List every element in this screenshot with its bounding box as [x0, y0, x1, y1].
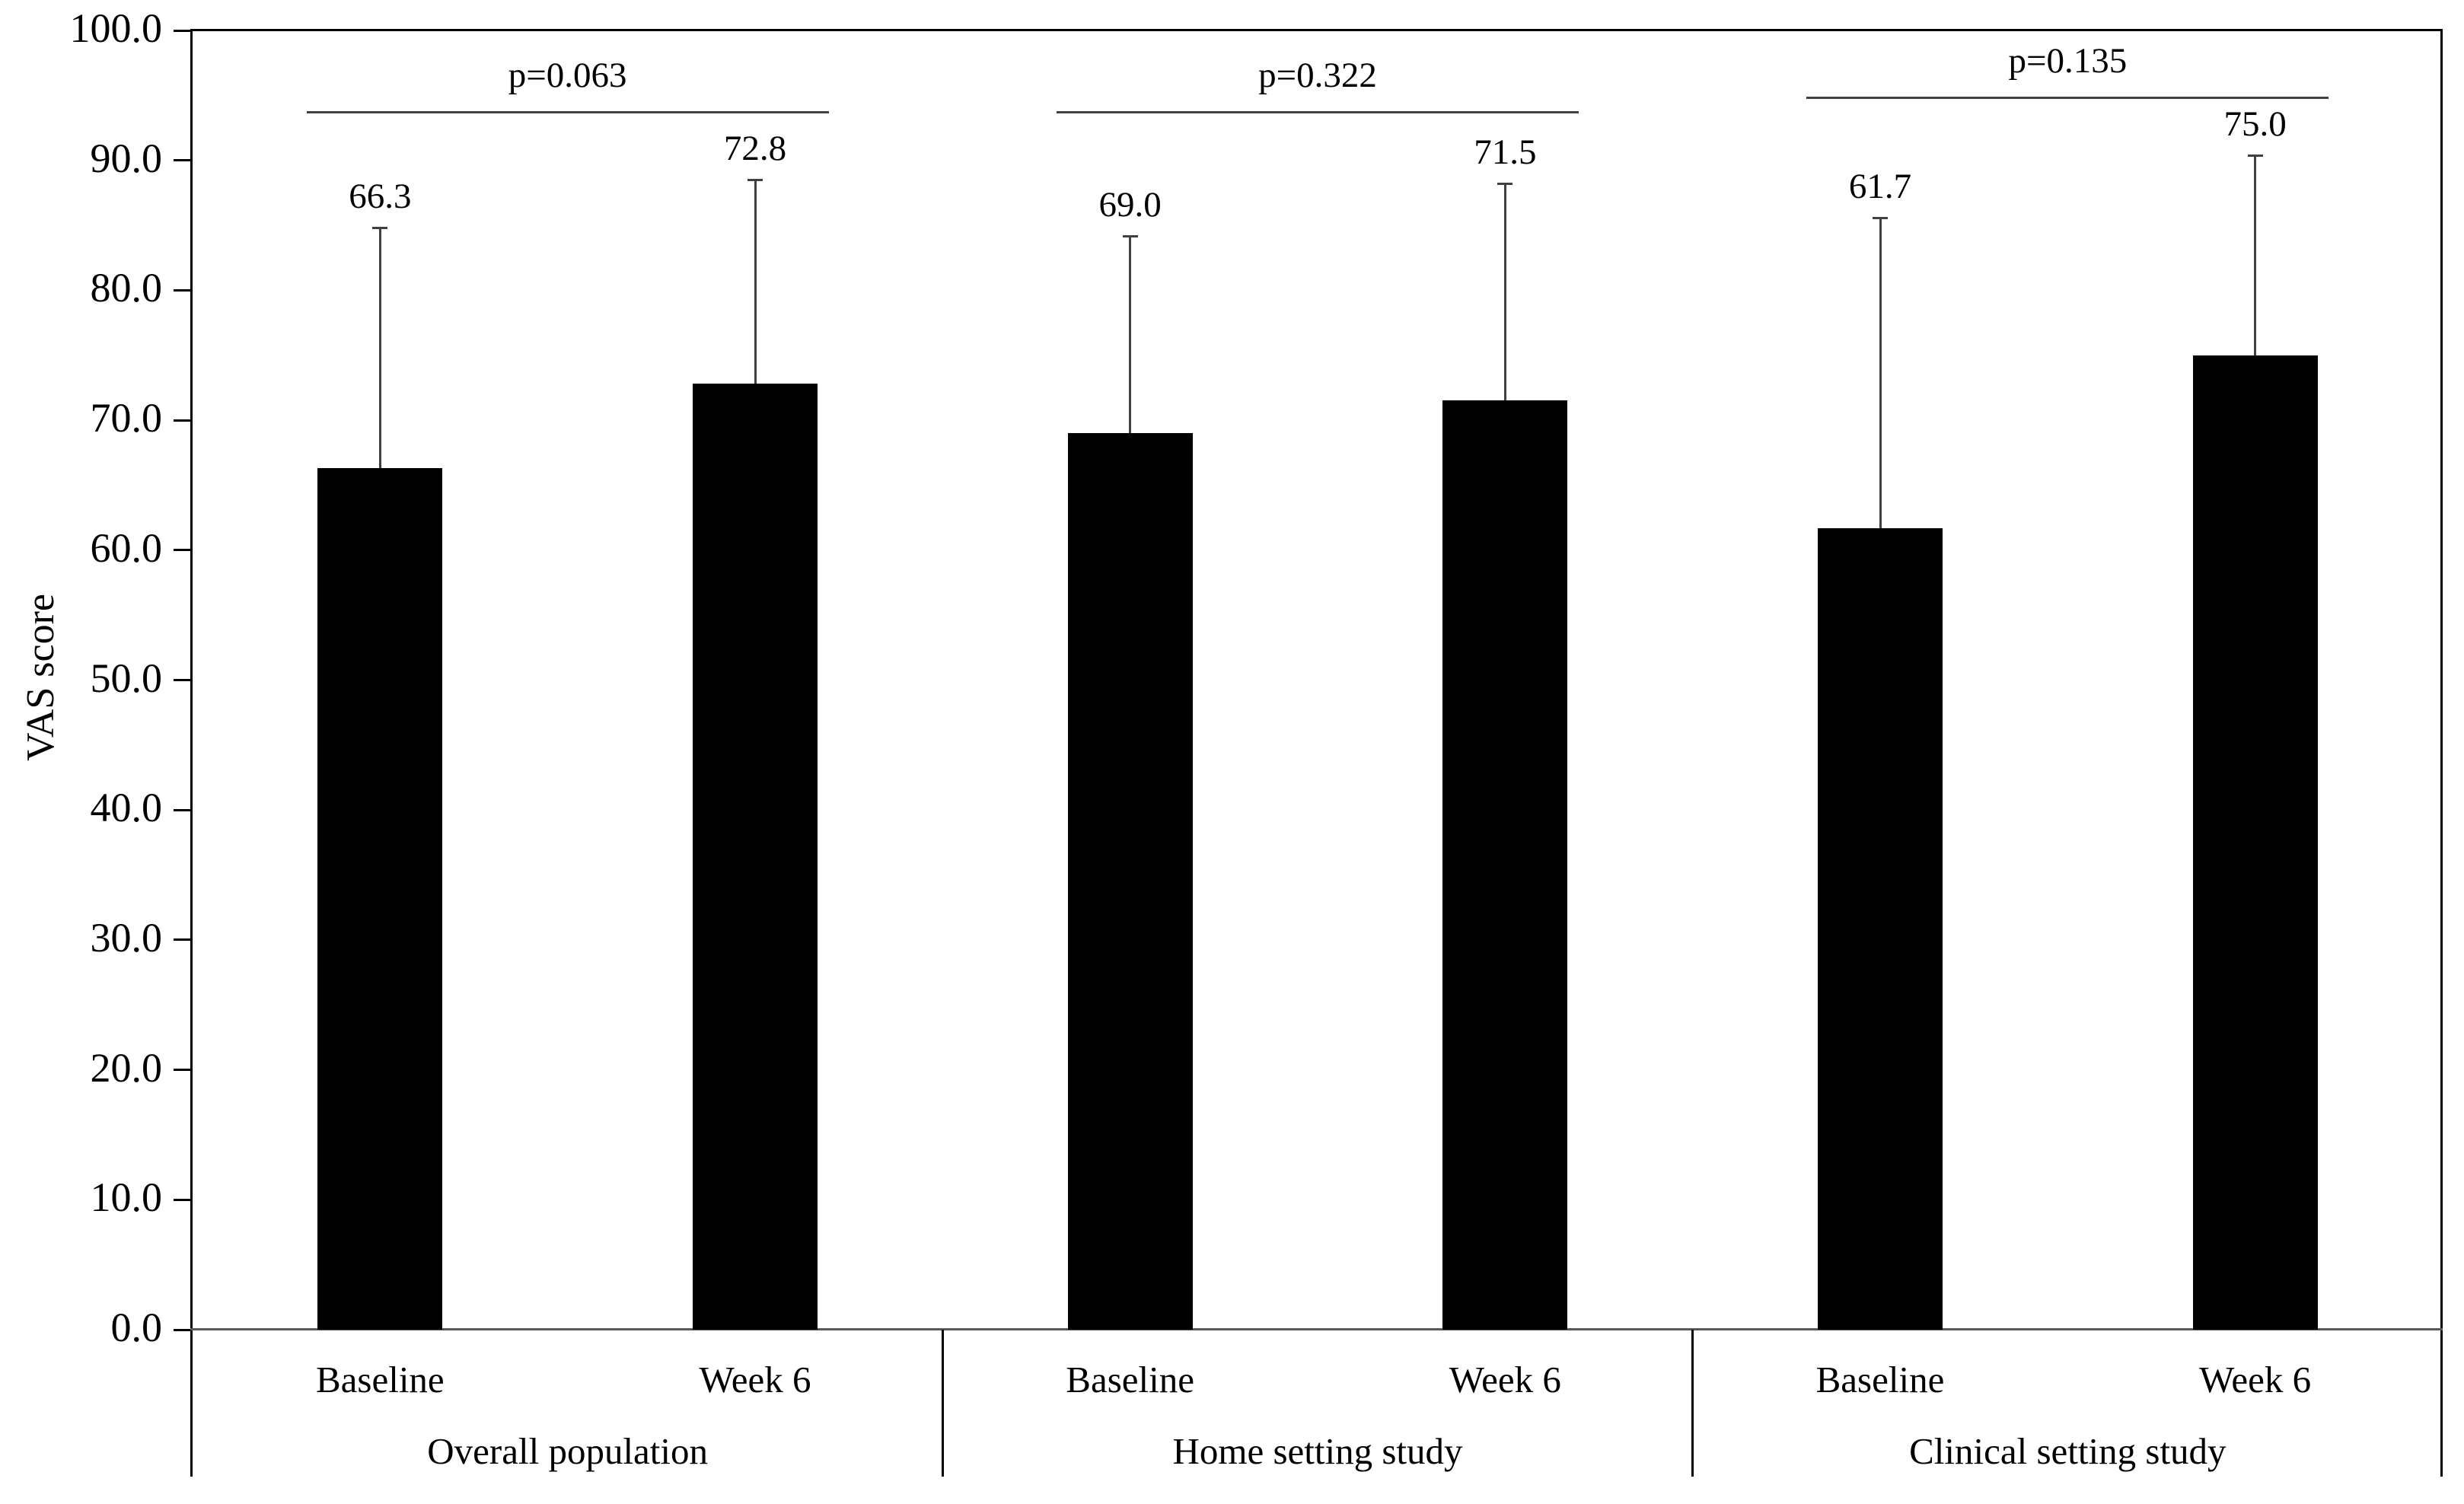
bar-home-setting-study-baseline [1067, 433, 1193, 1330]
group-divider [941, 1330, 944, 1477]
y-tick-label: 100.0 [69, 5, 163, 51]
group-label: Overall population [427, 1430, 709, 1472]
y-tick-mark [174, 1328, 190, 1331]
bar-overall-population-week-6 [693, 384, 818, 1330]
value-label: 75.0 [2223, 104, 2287, 144]
value-label: 72.8 [723, 129, 787, 169]
y-tick-mark [174, 1069, 190, 1072]
x-tick-label: Week 6 [2199, 1359, 2312, 1400]
significance-bracket [1057, 111, 1579, 114]
error-bar-cap [1873, 216, 1888, 219]
significance-bracket [306, 111, 829, 114]
plot-right-border [2440, 29, 2443, 1477]
y-tick-mark [174, 29, 190, 32]
y-tick-label: 20.0 [90, 1044, 163, 1091]
error-bar-cap [372, 227, 388, 230]
y-tick-mark [174, 159, 190, 162]
p-value-label: p=0.135 [2008, 40, 2128, 81]
bar-clinical-setting-study-baseline [1818, 527, 1943, 1330]
y-tick-mark [174, 679, 190, 681]
y-tick-mark [174, 288, 190, 292]
error-bar-stem [378, 228, 381, 469]
bar-clinical-setting-study-week-6 [2192, 355, 2318, 1330]
y-tick-label: 40.0 [90, 785, 163, 831]
error-bar-stem [754, 180, 757, 384]
y-axis-line [190, 29, 193, 1477]
error-bar-cap [2247, 154, 2263, 157]
p-value-label: p=0.063 [508, 55, 627, 95]
y-tick-label: 30.0 [90, 914, 163, 961]
value-label: 66.3 [349, 177, 412, 217]
error-bar-stem [2254, 155, 2257, 355]
y-tick-label: 0.0 [110, 1305, 163, 1350]
error-bar-cap [747, 179, 763, 182]
y-tick-label: 80.0 [90, 265, 163, 311]
significance-bracket [1806, 97, 2329, 100]
x-tick-label: Week 6 [1449, 1359, 1561, 1400]
bar-home-setting-study-week-6 [1442, 400, 1568, 1330]
error-bar-stem [1879, 217, 1882, 528]
x-tick-label: Baseline [1815, 1359, 1945, 1400]
bar-overall-population-baseline [317, 468, 443, 1330]
y-tick-mark [174, 419, 190, 422]
y-tick-mark [174, 938, 190, 942]
y-tick-mark [174, 1198, 190, 1201]
group-label: Clinical setting study [1909, 1430, 2227, 1472]
x-tick-label: Baseline [1066, 1359, 1195, 1400]
error-bar-stem [1129, 235, 1132, 434]
error-bar-cap [1122, 234, 1138, 237]
x-tick-label: Week 6 [699, 1359, 811, 1400]
group-divider [1691, 1330, 1694, 1477]
error-bar-stem [1503, 183, 1506, 401]
y-tick-label: 70.0 [90, 395, 163, 441]
value-label: 71.5 [1474, 132, 1537, 173]
x-axis-line [190, 1328, 2443, 1330]
value-label: 61.7 [1848, 166, 1912, 206]
y-tick-label: 10.0 [90, 1174, 163, 1221]
value-label: 69.0 [1098, 184, 1162, 225]
y-tick-mark [174, 549, 190, 552]
y-tick-mark [174, 808, 190, 811]
error-bar-cap [1497, 183, 1513, 186]
p-value-label: p=0.322 [1258, 55, 1377, 95]
y-tick-label: 90.0 [90, 135, 163, 181]
plot-top-border [190, 29, 2443, 31]
y-tick-label: 60.0 [90, 524, 163, 571]
y-tick-label: 50.0 [90, 655, 163, 701]
group-label: Home setting study [1172, 1430, 1463, 1472]
x-tick-label: Baseline [315, 1359, 445, 1400]
